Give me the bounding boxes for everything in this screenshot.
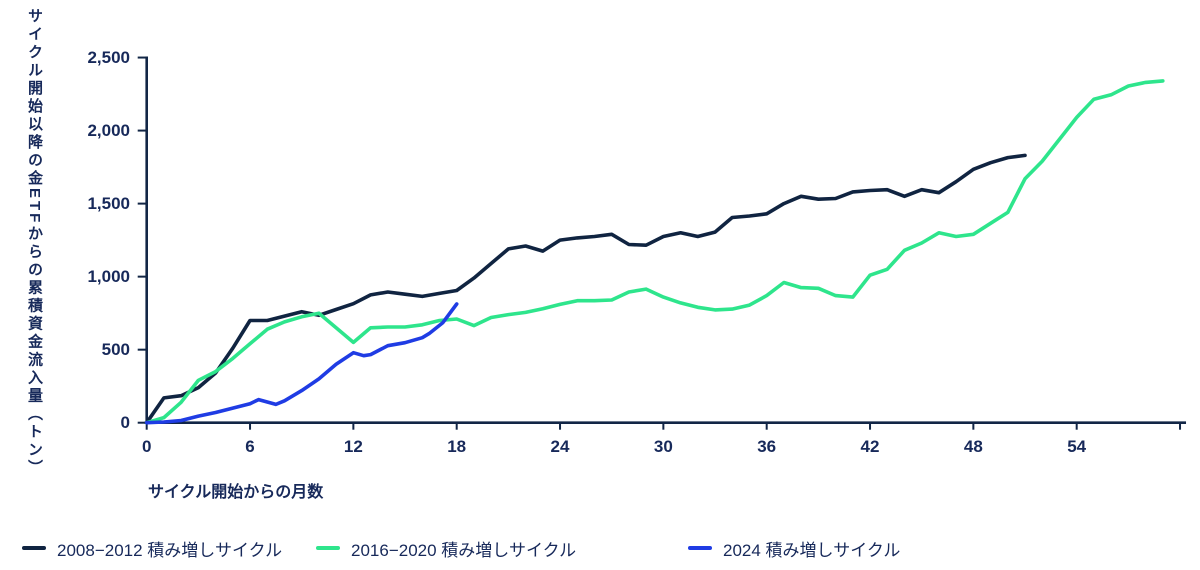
legend: 2008−2012 積み増しサイクル 2016−2020 積み増しサイクル 20… (0, 536, 1200, 562)
legend-swatch-2024 (688, 546, 712, 550)
series-line-2008-2012 (144, 153, 1027, 425)
legend-item-2016-2020: 2016−2020 積み増しサイクル (316, 536, 576, 560)
x-tick-label: 36 (757, 437, 777, 456)
series-line-2016-2020 (144, 79, 1165, 425)
y-tick-label: 500 (101, 339, 130, 359)
legend-item-2024: 2024 積み増しサイクル (688, 536, 900, 560)
x-tick-label: 24 (550, 437, 570, 456)
y-tick-labels: 0 500 1,000 1,500 2,000 2,500 (87, 47, 130, 432)
x-axis-title: サイクル開始からの月数 (148, 484, 324, 501)
x-tick-label: 6 (245, 437, 255, 456)
y-tick-label: 2,000 (87, 120, 130, 140)
legend-item-2008-2012: 2008−2012 積み増しサイクル (22, 536, 282, 560)
x-tick-label: 0 (141, 437, 152, 456)
x-tick-label: 30 (653, 437, 673, 456)
x-tick-label: 42 (860, 437, 880, 456)
legend-label: 2024 積み増しサイクル (723, 540, 901, 560)
y-axis-title: サイクル開始以降の金ETFからの累積資金流入量（トン） (26, 8, 43, 478)
y-tick-label: 1,000 (87, 266, 130, 286)
y-tick-label: 2,500 (87, 47, 130, 67)
legend-swatch-2016-2020 (316, 546, 340, 550)
x-tick-label: 18 (447, 437, 467, 456)
series-line-2024 (144, 302, 459, 425)
y-tick-label: 1,500 (87, 193, 130, 213)
x-tick-labels: 0 6 12 18 24 30 36 42 48 54 (0, 437, 1200, 459)
legend-swatch-2008-2012 (22, 546, 46, 550)
x-tick-label: 48 (963, 437, 983, 456)
legend-label: 2008−2012 積み増しサイクル (57, 540, 283, 560)
y-tick-label: 0 (120, 412, 130, 432)
x-tick-label: 54 (1067, 437, 1087, 456)
legend-label: 2016−2020 積み増しサイクル (351, 540, 577, 560)
x-tick-label: 12 (343, 437, 363, 456)
